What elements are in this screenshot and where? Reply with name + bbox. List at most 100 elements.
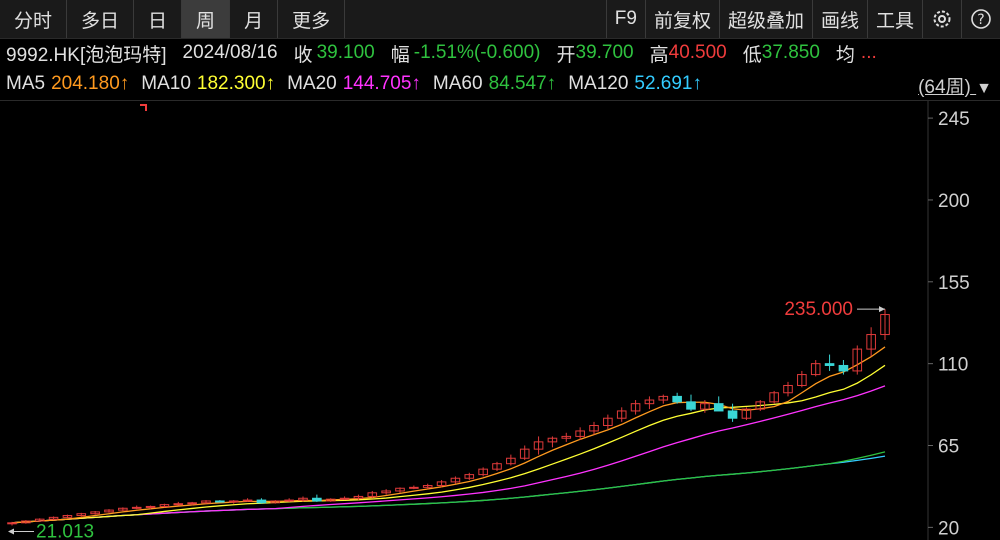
ma-legend: MA5 204.180↑ MA10 182.300↑ MA20 144.705↑… <box>0 68 1000 101</box>
y-tick-label: 200 <box>938 191 970 212</box>
adjust-button[interactable]: 前复权 <box>644 0 719 38</box>
low-value: 37.850 <box>761 42 820 63</box>
y-tick-label: 110 <box>938 355 968 376</box>
candle-body <box>228 500 239 503</box>
candle-body <box>7 522 17 525</box>
candle-body <box>603 417 613 427</box>
candle-body <box>367 492 378 497</box>
candle-body <box>312 497 322 502</box>
ma10-line <box>11 364 886 524</box>
tools-button[interactable]: 工具 <box>866 0 922 38</box>
candle-body <box>713 403 724 412</box>
y-tick-label: 245 <box>938 109 970 130</box>
candle-body <box>76 513 87 517</box>
tab-2[interactable]: 日 <box>134 0 183 38</box>
draw-line-button[interactable]: 画线 <box>811 0 867 38</box>
period-tabs: 分时 多日日周月更多 <box>0 0 346 38</box>
y-tick-label: 155 <box>938 273 970 294</box>
high-label: 高 <box>649 44 669 66</box>
candle-body <box>187 502 197 505</box>
candle-body <box>755 401 766 410</box>
candle-body <box>159 504 170 507</box>
candle-body <box>575 430 585 437</box>
min-price-label: 21.013 <box>36 522 94 540</box>
candle-body <box>824 363 835 366</box>
change-value: -1.51%(-0.600) <box>413 42 541 63</box>
candle-body <box>270 500 281 504</box>
open-value: 39.700 <box>575 42 634 63</box>
y-tick-label: 20 <box>938 518 959 539</box>
candle-body <box>727 410 738 419</box>
candle-body <box>284 499 294 502</box>
candle-body <box>838 364 849 372</box>
quote-bar: 9992.HK[泡泡玛特] 2024/08/16 收 39.100 幅 -1.5… <box>0 38 1000 68</box>
candle-body <box>201 500 211 504</box>
candle-body <box>339 497 350 500</box>
candle-body <box>616 410 627 419</box>
quote-date: 2024/08/16 <box>182 42 278 63</box>
max-price-label: 235.000 <box>784 299 853 320</box>
overlay-button[interactable]: 超级叠加 <box>718 0 812 38</box>
help-icon[interactable]: ? <box>961 0 1000 38</box>
candle-body <box>533 441 544 450</box>
tab-5[interactable]: 更多 <box>278 0 346 38</box>
candle-body <box>741 408 752 419</box>
more-indicator[interactable]: ... <box>860 42 877 63</box>
candle-body <box>104 509 114 513</box>
candle-body <box>215 500 225 503</box>
ma120-label: MA120 <box>568 73 629 94</box>
candle-body <box>395 487 405 492</box>
candle-body <box>658 395 669 401</box>
candle-body <box>769 392 779 403</box>
tab-4[interactable]: 月 <box>230 0 279 38</box>
candle-body <box>852 348 863 372</box>
min-arrowhead <box>8 528 14 535</box>
candle-body <box>589 425 599 432</box>
candle-body <box>630 403 641 412</box>
tab-0[interactable]: 分时 <box>0 0 68 38</box>
candle-body <box>450 477 461 483</box>
change-label: 幅 <box>390 44 410 66</box>
candle-body <box>464 474 475 479</box>
ma20-line <box>11 385 886 524</box>
f9-button[interactable]: F9 <box>605 0 645 38</box>
candle-body <box>672 395 682 403</box>
candle-body <box>422 485 433 488</box>
y-tick-label: 65 <box>938 437 959 458</box>
candle-body <box>381 490 391 494</box>
stock-symbol: 9992.HK[泡泡玛特] <box>6 44 167 66</box>
candle-body <box>173 503 184 506</box>
candle-body <box>48 516 59 520</box>
close-value: 39.100 <box>316 42 375 63</box>
candle-body <box>866 334 876 350</box>
period-selector[interactable]: (64周) ▼ <box>918 72 992 99</box>
candle-body <box>492 463 502 470</box>
ma5-label: MA5 <box>6 73 46 94</box>
candle-body <box>686 401 696 410</box>
candle-body <box>256 499 267 504</box>
toolbar: 分时 多日日周月更多 F9 前复权 超级叠加 画线 工具 ? <box>0 0 1000 39</box>
high-value: 40.500 <box>668 42 727 63</box>
candle-body <box>353 495 364 499</box>
ma10-label: MA10 <box>141 73 191 94</box>
tab-3[interactable]: 周 <box>182 0 231 38</box>
low-label: 低 <box>742 44 762 66</box>
tab-1[interactable]: 多日 <box>67 0 135 38</box>
ma120-line <box>11 455 886 524</box>
gear-icon[interactable] <box>922 0 961 38</box>
close-label: 收 <box>293 44 313 66</box>
candle-body <box>810 363 821 376</box>
candlestick-chart[interactable]: 245 200 155 110 65 20 235.000 21.013 <box>0 101 1000 540</box>
ma60-label: MA60 <box>432 73 483 94</box>
candle-body <box>478 468 488 476</box>
candle-body <box>145 505 156 508</box>
candle-body <box>561 435 572 439</box>
tool-menu: F9 前复权 超级叠加 画线 工具 ? <box>605 0 1000 38</box>
candle-body <box>131 506 142 509</box>
ma20-label: MA20 <box>287 73 337 94</box>
triangle-down-icon: ▼ <box>976 80 992 97</box>
candle-body <box>90 511 100 515</box>
ma5-value: 204.180↑ <box>51 73 130 94</box>
candle-body <box>62 515 73 518</box>
candle-body <box>436 481 447 487</box>
